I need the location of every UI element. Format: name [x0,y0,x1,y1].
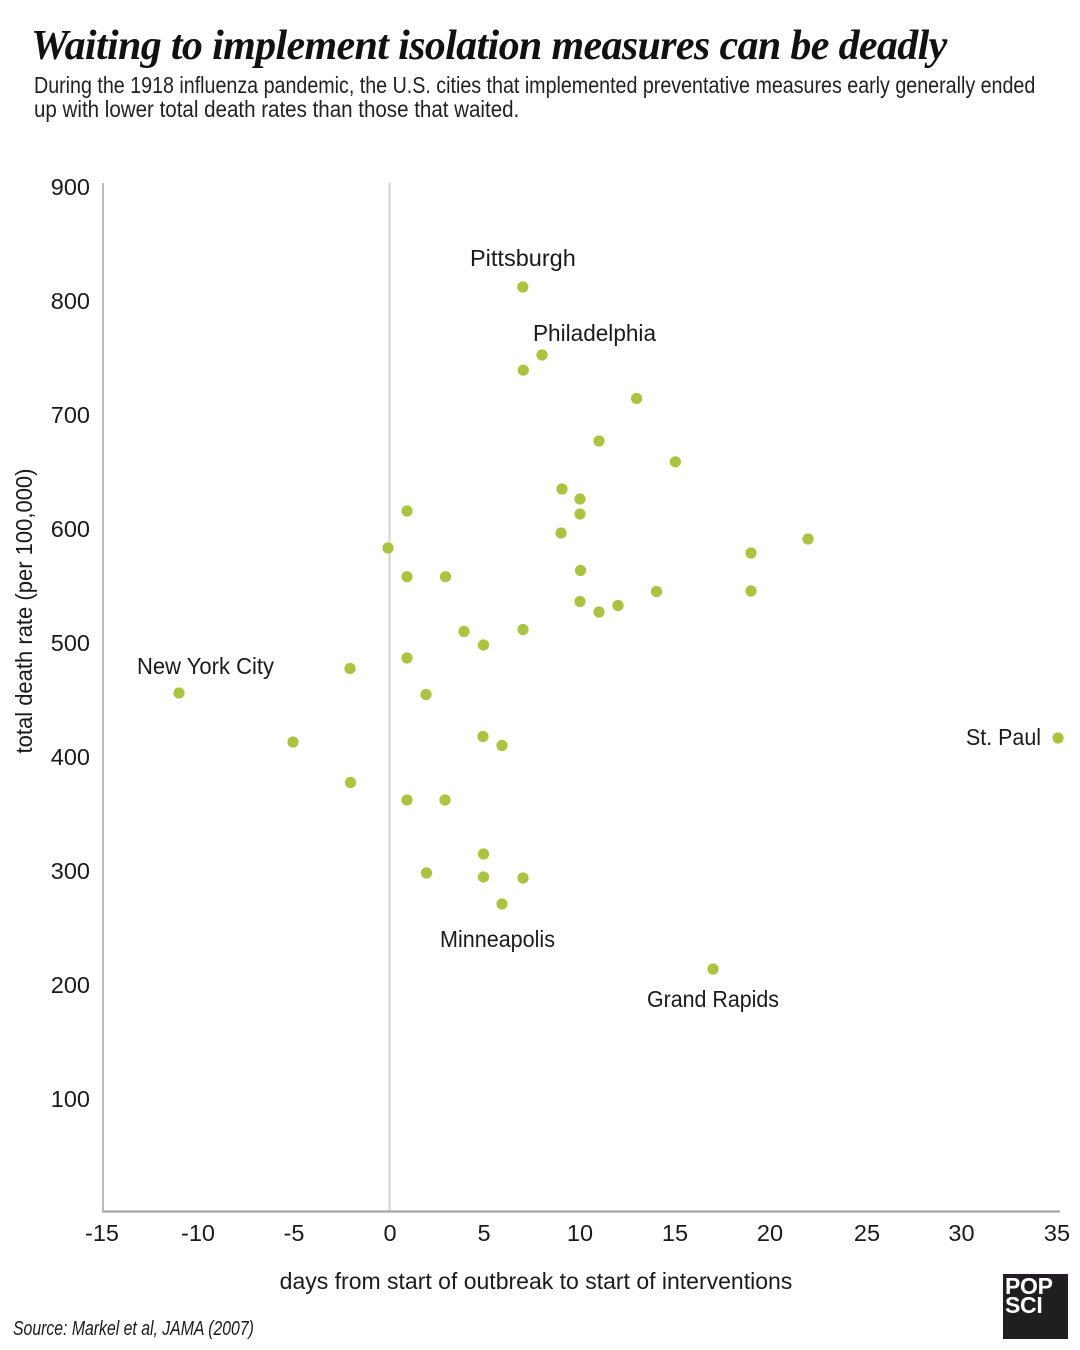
svg-text:15: 15 [662,1220,688,1246]
svg-text:200: 200 [51,972,90,998]
svg-text:St. Paul: St. Paul [966,724,1041,750]
svg-text:400: 400 [51,744,90,770]
svg-text:5: 5 [477,1220,490,1246]
svg-text:800: 800 [51,288,90,314]
svg-text:600: 600 [51,516,90,542]
svg-text:30: 30 [948,1220,974,1246]
svg-text:New York City: New York City [137,653,274,679]
svg-text:days from start of outbreak to: days from start of outbreak to start of … [280,1268,793,1294]
svg-text:35: 35 [1044,1220,1070,1246]
svg-text:900: 900 [51,174,90,200]
svg-text:Pittsburgh: Pittsburgh [470,245,576,271]
svg-text:300: 300 [51,858,90,884]
svg-text:0: 0 [383,1220,396,1246]
svg-text:-5: -5 [284,1220,305,1246]
svg-text:Philadelphia: Philadelphia [533,320,657,346]
svg-text:total death rate (per 100,000): total death rate (per 100,000) [11,469,37,754]
svg-text:20: 20 [757,1220,783,1246]
svg-text:Grand Rapids: Grand Rapids [647,986,779,1012]
svg-text:-15: -15 [85,1220,119,1246]
svg-text:25: 25 [854,1220,880,1246]
svg-text:100: 100 [51,1086,90,1112]
svg-text:Minneapolis: Minneapolis [440,926,555,952]
svg-text:-10: -10 [181,1220,215,1246]
svg-text:10: 10 [567,1220,593,1246]
svg-text:500: 500 [51,630,90,656]
svg-text:700: 700 [51,402,90,428]
